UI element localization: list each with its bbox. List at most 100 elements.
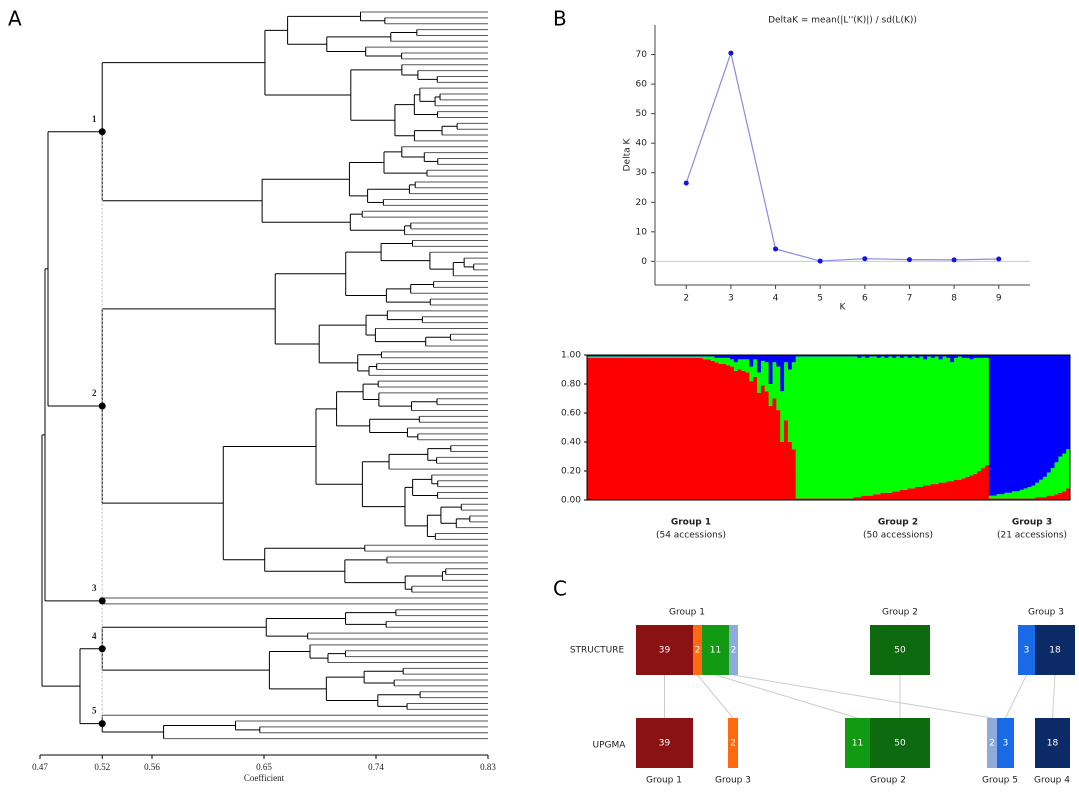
- bar-segment: [614, 355, 619, 357]
- bar-segment: [787, 442, 793, 500]
- bar-segment: [934, 356, 940, 485]
- box-count: 3: [1003, 739, 1009, 749]
- bar-segment: [710, 356, 715, 361]
- group-box: [693, 625, 702, 675]
- cluster-label: 1: [92, 114, 97, 124]
- bar-segment: [1054, 462, 1059, 495]
- cluster-label: 2: [92, 388, 97, 398]
- bar-segment: [853, 355, 858, 357]
- bar-segment: [1046, 355, 1052, 473]
- bar-segment: [784, 362, 789, 421]
- bar-segment: [996, 494, 1001, 499]
- bar-segment: [896, 491, 901, 500]
- group-label: Group 3: [1012, 518, 1052, 528]
- bar-segment: [919, 486, 924, 500]
- bar-segment: [811, 355, 816, 357]
- bar-segment: [861, 355, 866, 357]
- bar-segment: [857, 497, 862, 500]
- bar-segment: [934, 355, 940, 357]
- cluster-label: 3: [92, 583, 97, 593]
- x-tick-label: 6: [862, 294, 868, 304]
- bar-segment: [1062, 491, 1067, 500]
- y-tick-label: 10: [636, 227, 648, 237]
- bar-segment: [776, 410, 781, 500]
- point: [773, 246, 779, 252]
- bar-segment: [954, 355, 959, 358]
- point: [996, 256, 1002, 262]
- bar-segment: [803, 498, 808, 500]
- bar-segment: [884, 492, 889, 500]
- bar-segment: [1039, 355, 1044, 480]
- bar-segment: [772, 398, 777, 500]
- bar-segment: [869, 356, 874, 496]
- bar-segment: [857, 355, 862, 358]
- bar-segment: [927, 356, 932, 486]
- bar-segment: [737, 359, 742, 370]
- bar-segment: [780, 442, 785, 500]
- bar-segment: [834, 356, 839, 499]
- bar-segment: [899, 355, 905, 358]
- bar-segment: [992, 498, 997, 500]
- bar-segment: [1050, 495, 1055, 500]
- group-label: Group 5: [982, 776, 1018, 786]
- bar-segment: [699, 356, 704, 358]
- x-tick-label: 7: [907, 294, 913, 304]
- bar-segment: [672, 357, 677, 500]
- bar-segment: [590, 356, 596, 358]
- bar-segment: [691, 356, 696, 358]
- bar-segment: [872, 355, 878, 357]
- bar-segment: [927, 355, 932, 357]
- bar-segment: [973, 357, 978, 474]
- bar-segment: [942, 356, 947, 483]
- bar-segment: [830, 498, 835, 500]
- bar-segment: [675, 356, 681, 358]
- bar-segment: [977, 471, 982, 500]
- bar-segment: [1046, 495, 1052, 500]
- x-tick-label: 5: [817, 294, 823, 304]
- bar-segment: [1027, 486, 1032, 499]
- bar-segment: [1027, 355, 1032, 487]
- bar-segment: [687, 355, 692, 357]
- bar-segment: [961, 478, 967, 500]
- bar-segment: [772, 362, 777, 399]
- group-box: [702, 625, 729, 675]
- bar-segment: [668, 357, 673, 500]
- bar-segment: [1019, 355, 1025, 490]
- bar-segment: [610, 355, 615, 357]
- bar-segment: [984, 357, 990, 466]
- bar-segment: [876, 357, 882, 495]
- bar-segment: [992, 355, 997, 496]
- bar-segment: [849, 355, 855, 357]
- bar-segment: [675, 357, 681, 500]
- bar-segment: [938, 482, 943, 500]
- bar-segment: [1008, 355, 1013, 493]
- bar-segment: [927, 485, 932, 500]
- bar-segment: [791, 449, 797, 500]
- group-box: [997, 718, 1014, 768]
- y-tick-label: 0.60: [561, 409, 581, 419]
- bar-segment: [830, 355, 835, 357]
- bar-segment: [822, 498, 827, 500]
- bar-segment: [664, 357, 669, 500]
- bar-segment: [1023, 488, 1028, 499]
- bar-segment: [919, 356, 924, 487]
- bar-segment: [741, 370, 746, 500]
- bar-segment: [714, 355, 719, 358]
- chart-title: DeltaK = mean(|L''(K)|) / sd(L(K)): [768, 16, 917, 26]
- bar-segment: [803, 355, 808, 357]
- cluster-node: [98, 128, 106, 136]
- bar-segment: [648, 357, 654, 500]
- bar-segment: [818, 356, 824, 499]
- bar-segment: [764, 391, 770, 500]
- bar-segment: [679, 356, 684, 358]
- bar-segment: [702, 355, 708, 357]
- box-count: 18: [1049, 646, 1061, 656]
- bar-segment: [899, 357, 905, 490]
- point: [951, 257, 957, 263]
- bar-segment: [787, 369, 793, 442]
- bar-segment: [1015, 498, 1021, 500]
- bar-segment: [1035, 482, 1040, 498]
- box-count: 39: [659, 646, 671, 656]
- bar-segment: [614, 357, 619, 500]
- panel-label: C: [553, 577, 567, 601]
